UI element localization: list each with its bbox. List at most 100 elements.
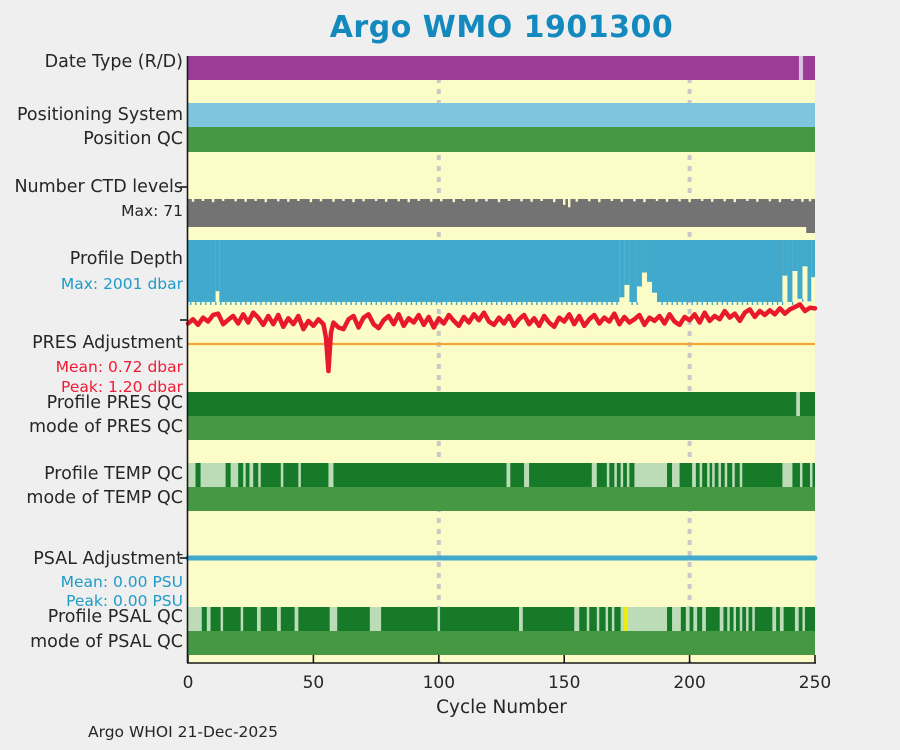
depth-tooth — [325, 301, 327, 305]
band-profile-psal-qc-stripe — [280, 607, 295, 631]
depth-tooth — [275, 301, 277, 305]
ctd-notch — [440, 199, 443, 202]
ctd-notch — [756, 199, 759, 202]
ctd-notch — [808, 199, 812, 202]
ctd-notch — [575, 199, 578, 202]
row-label-psal-adjustment: PSAL Adjustment — [33, 549, 183, 569]
band-profile-temp-qc-stripe — [709, 463, 713, 487]
depth-segment — [629, 240, 637, 302]
depth-tooth — [255, 301, 257, 305]
depth-tooth — [290, 301, 292, 305]
depth-tooth — [240, 301, 242, 305]
band-profile-psal-qc-stripe — [689, 607, 694, 631]
page-title: Argo WMO 1901300 — [329, 10, 674, 45]
band-mode-psal-qc — [188, 631, 815, 655]
ctd-notch — [563, 199, 566, 205]
depth-tooth — [365, 301, 367, 305]
band-profile-psal-qc-stripe — [589, 607, 597, 631]
depth-tooth — [430, 301, 433, 305]
ctd-notch — [221, 199, 225, 201]
depth-tooth — [455, 301, 458, 305]
depth-tooth — [731, 301, 734, 305]
x-tick-label: 150 — [548, 673, 580, 693]
depth-tooth — [495, 301, 498, 305]
row-label-profile-psal-qc: Profile PSAL QC — [47, 607, 183, 627]
depth-tooth — [676, 301, 678, 305]
band-positioning-system — [188, 103, 815, 127]
depth-tooth — [360, 301, 362, 305]
depth-tooth — [250, 301, 252, 305]
ctd-notch — [397, 199, 400, 202]
depth-tooth — [190, 301, 192, 305]
depth-tooth — [285, 301, 287, 305]
row-sublabel-depth-max: Max: 2001 dbar — [60, 275, 183, 293]
ctd-notch — [417, 199, 420, 201]
band-profile-psal-qc-stripe — [680, 607, 686, 631]
ctd-notch — [497, 199, 501, 203]
ctd-notch — [643, 199, 646, 203]
ctd-notch — [342, 199, 345, 201]
depth-tooth — [586, 301, 588, 305]
depth-segment — [656, 240, 783, 302]
band-profile-pres-qc-stripe — [796, 392, 800, 416]
depth-segment — [797, 240, 803, 299]
band-profile-psal-qc-stripe — [337, 607, 370, 631]
row-label-date-type: Date Type (R/D) — [44, 52, 183, 72]
ctd-notch — [700, 199, 704, 201]
depth-tooth — [410, 301, 413, 305]
band-profile-temp-qc-stripe — [609, 463, 615, 487]
depth-tooth — [205, 301, 207, 305]
band-date-type-stripe — [798, 56, 803, 80]
depth-tooth — [526, 301, 528, 305]
depth-tooth — [260, 301, 262, 305]
depth-tooth — [195, 301, 197, 305]
depth-segment — [811, 240, 815, 278]
depth-tooth — [200, 301, 202, 305]
ctd-notch — [332, 199, 335, 202]
depth-tooth — [480, 301, 483, 305]
depth-tooth — [636, 301, 638, 305]
band-profile-psal-qc-stripe — [624, 607, 628, 631]
depth-tooth — [691, 301, 694, 305]
ctd-notch — [384, 199, 388, 202]
band-profile-psal-qc-stripe — [723, 607, 728, 631]
depth-tooth — [616, 301, 618, 305]
depth-tooth — [215, 301, 217, 305]
plot-background — [188, 56, 815, 663]
depth-tooth — [536, 301, 538, 305]
depth-tooth — [400, 301, 403, 305]
depth-tooth — [631, 301, 633, 305]
depth-tooth — [265, 301, 267, 305]
row-sublabel-psal-peak: Peak: 0.00 PSU — [66, 592, 183, 610]
band-profile-temp-qc-stripe — [727, 463, 733, 487]
band-profile-psal-qc-stripe — [614, 607, 621, 631]
depth-tooth — [465, 301, 468, 305]
depth-tooth — [440, 301, 443, 305]
band-profile-temp-qc-stripe — [714, 463, 719, 487]
ctd-notch — [610, 199, 614, 201]
band-profile-temp-qc-stripe — [253, 463, 259, 487]
band-profile-psal-qc-stripe — [697, 607, 703, 631]
band-profile-psal-qc-stripe — [705, 607, 720, 631]
depth-tooth — [210, 301, 212, 305]
band-profile-temp-qc-stripe — [510, 463, 525, 487]
band-profile-psal-qc-stripe — [599, 607, 606, 631]
depth-tooth — [671, 301, 673, 305]
depth-tooth — [511, 301, 513, 305]
depth-tooth — [340, 301, 342, 305]
depth-tooth — [566, 301, 568, 305]
band-profile-psal-qc-stripe — [579, 607, 587, 631]
band-profile-temp-qc-stripe — [300, 463, 329, 487]
depth-tooth — [696, 301, 699, 305]
depth-tooth — [425, 301, 428, 305]
band-profile-temp-qc-stripe — [812, 463, 815, 487]
ctd-notch — [309, 199, 313, 203]
band-profile-temp-qc-stripe — [802, 463, 810, 487]
row-sublabel-ctd-max: Max: 71 — [121, 202, 183, 220]
depth-tooth — [546, 301, 548, 305]
depth-tooth — [245, 301, 247, 305]
depth-tooth — [601, 301, 603, 305]
band-profile-temp-qc-stripe — [702, 463, 708, 487]
x-axis-label: Cycle Number — [436, 697, 567, 718]
depth-tooth — [485, 301, 488, 305]
